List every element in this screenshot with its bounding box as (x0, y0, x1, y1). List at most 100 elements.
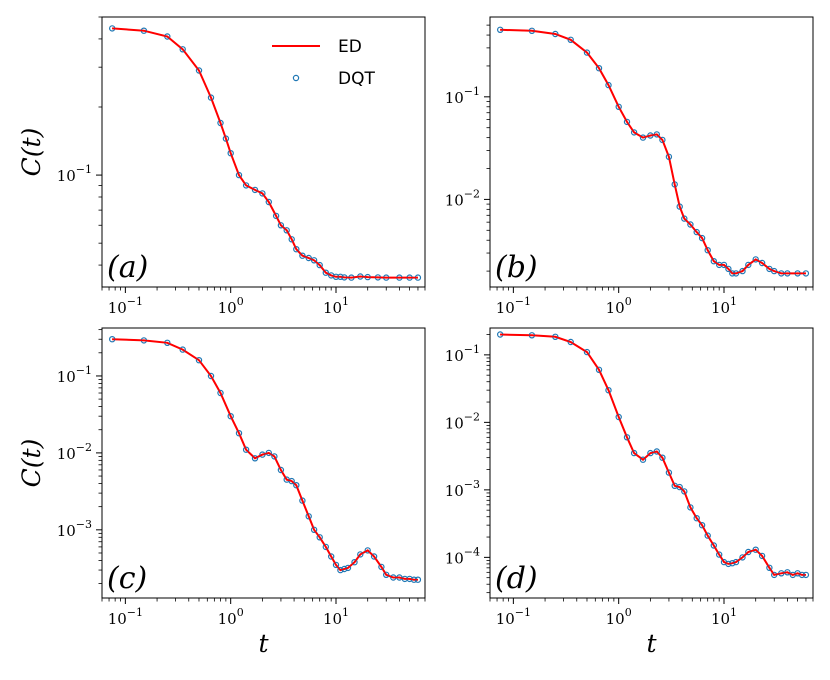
dqt-point (316, 261, 323, 269)
y-tick-label: 10−3 (57, 518, 92, 540)
dqt-point (583, 348, 591, 356)
dqt-point (265, 449, 272, 457)
x-tick-label: 10−1 (108, 295, 143, 317)
series-ed-line-overlay (112, 338, 418, 581)
tick-base: 10 (218, 610, 237, 628)
dqt-point (272, 212, 280, 220)
x-axis-label: t (258, 629, 269, 658)
axes-frame (489, 327, 814, 599)
legend-ed-label: ED (338, 37, 362, 57)
legend-dqt-label: DQT (338, 69, 375, 89)
dqt-point (378, 563, 385, 571)
dqt-point (739, 267, 746, 275)
dqt-point (623, 434, 631, 441)
tick-exponent: 0 (237, 606, 244, 619)
tick-exponent: −1 (76, 163, 92, 176)
dqt-point (293, 245, 300, 253)
series-ed-line (112, 338, 418, 581)
dqt-point (704, 532, 711, 539)
dqt-point (235, 171, 243, 179)
tick-base: 10 (606, 610, 625, 628)
legend-dqt-swatch (292, 74, 300, 82)
dqt-point (242, 446, 250, 453)
dqt-point (235, 430, 243, 437)
y-tick-label: 10−3 (445, 478, 480, 500)
dqt-point (217, 389, 224, 397)
x-tick-label: 101 (711, 606, 737, 628)
dqt-point (259, 451, 266, 458)
tick-exponent: −1 (515, 606, 531, 619)
dqt-point (704, 246, 711, 254)
axes-frame (101, 327, 426, 599)
x-tick-label: 101 (323, 606, 349, 628)
dqt-point (164, 33, 171, 40)
y-axis-label: C(t) (17, 128, 46, 177)
dqt-point (227, 413, 234, 420)
panel-label: (d) (495, 561, 538, 596)
tick-base: 10 (57, 368, 76, 386)
tick-exponent: 1 (342, 295, 349, 308)
dqt-point (277, 222, 285, 229)
tick-exponent: −1 (76, 364, 92, 377)
dqt-point (639, 456, 647, 463)
dqt-point (630, 129, 638, 136)
dqt-point (271, 453, 278, 460)
x-tick-label: 10−1 (496, 606, 531, 628)
dqt-point (687, 221, 694, 228)
tick-exponent: 0 (625, 295, 632, 308)
dqt-point (195, 357, 203, 364)
series-ed-line-overlay (500, 333, 806, 576)
y-tick-label: 10−4 (445, 545, 480, 567)
dqt-point (710, 542, 718, 549)
dqt-point (293, 482, 300, 489)
series-ed-line-overlay (112, 27, 418, 279)
tick-base: 10 (323, 299, 342, 317)
tick-base: 10 (606, 299, 625, 317)
dqt-point (288, 477, 295, 485)
dqt-point (681, 488, 688, 495)
axes-frame (489, 16, 814, 288)
dqt-point (217, 119, 224, 127)
tick-base: 10 (108, 299, 127, 317)
x-tick-label: 100 (606, 295, 632, 317)
tick-exponent: −1 (464, 85, 480, 98)
dqt-point (687, 504, 694, 511)
dqt-point (179, 46, 186, 53)
dqt-point (242, 182, 250, 189)
dqt-point (207, 372, 215, 380)
dqt-point (615, 413, 622, 421)
dqt-point (207, 94, 215, 101)
dqt-point (316, 534, 323, 541)
dqt-point (337, 566, 344, 574)
dqt-point (364, 547, 371, 554)
dqt-point (567, 338, 574, 346)
dqt-point (251, 186, 259, 194)
dqt-point (251, 455, 259, 462)
axes-frame (101, 16, 426, 288)
tick-base: 10 (218, 299, 237, 317)
tick-exponent: −4 (464, 545, 480, 558)
dqt-point (283, 227, 290, 234)
y-axis-label: C(t) (17, 439, 46, 488)
tick-exponent: −2 (76, 441, 92, 454)
tick-base: 10 (108, 610, 127, 628)
tick-base: 10 (496, 610, 515, 628)
dqt-point (752, 256, 759, 263)
tick-exponent: 1 (730, 606, 737, 619)
dqt-point (265, 198, 272, 206)
tick-base: 10 (445, 414, 464, 432)
tick-exponent: 0 (625, 606, 632, 619)
dqt-point (310, 257, 318, 264)
dqt-point (277, 466, 285, 474)
y-tick-label: 10−2 (445, 410, 480, 432)
dqt-point (299, 252, 306, 259)
dqt-point (595, 366, 603, 373)
dqt-point (639, 134, 647, 141)
dqt-point (259, 190, 266, 197)
